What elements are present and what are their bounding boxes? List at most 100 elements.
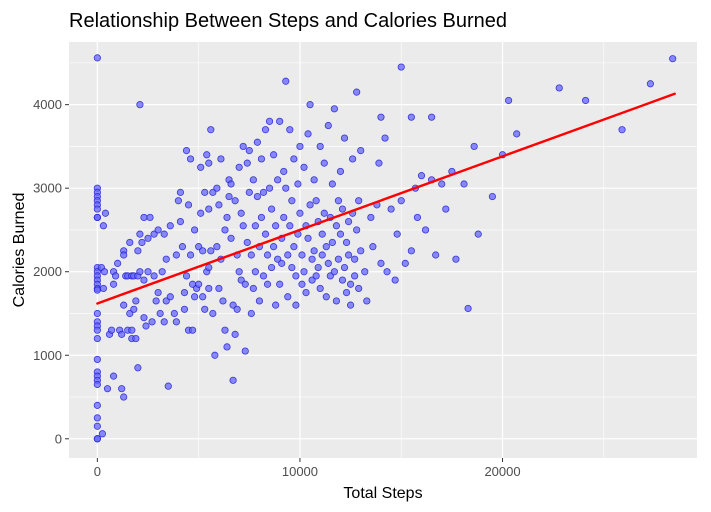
data-point (320, 159, 328, 167)
data-point (286, 126, 294, 134)
data-point (207, 247, 215, 255)
data-point (140, 276, 148, 284)
data-point (300, 268, 308, 276)
data-point (383, 268, 391, 276)
data-point (93, 54, 101, 62)
data-point (136, 230, 144, 238)
data-point (225, 192, 233, 201)
data-point (407, 113, 415, 121)
data-point (334, 197, 343, 205)
data-point (452, 255, 460, 263)
data-point (428, 113, 436, 121)
data-point (213, 243, 221, 251)
data-point (166, 293, 174, 301)
y-axis-ticks: 0 1000 2000 3000 4000 (33, 97, 69, 446)
data-point (261, 126, 270, 134)
data-point (182, 146, 191, 155)
data-point (197, 209, 205, 217)
data-point (170, 309, 178, 318)
data-point (267, 263, 276, 272)
data-point (120, 301, 128, 309)
data-point (152, 297, 160, 305)
data-point (243, 159, 251, 167)
data-point (229, 376, 237, 384)
data-point (253, 192, 261, 201)
data-point (101, 209, 110, 217)
data-point (93, 286, 101, 294)
data-point (342, 238, 351, 247)
data-point (367, 213, 375, 222)
data-point (109, 372, 118, 380)
data-point (180, 289, 189, 297)
data-point (292, 301, 300, 309)
data-point (249, 176, 257, 184)
data-point (488, 192, 496, 201)
data-point (247, 251, 255, 259)
data-point (375, 159, 383, 167)
data-point (361, 268, 369, 276)
data-point (221, 326, 229, 334)
data-point (286, 222, 294, 230)
data-point (205, 263, 213, 272)
data-point (233, 305, 241, 313)
data-point (413, 213, 422, 222)
data-point (144, 234, 152, 242)
data-point (310, 176, 318, 184)
data-point (304, 234, 312, 242)
data-point (513, 130, 521, 138)
data-point (140, 314, 148, 322)
data-point (265, 117, 274, 125)
data-point (98, 430, 107, 438)
data-point (346, 280, 355, 288)
data-point (302, 289, 310, 297)
data-point (191, 293, 199, 301)
data-point (235, 163, 243, 171)
data-point (555, 84, 563, 92)
data-point (130, 305, 138, 313)
data-point (316, 284, 324, 293)
y-axis-title: Calories Burned (11, 193, 28, 308)
plot-panel (69, 42, 697, 458)
data-point (221, 226, 229, 234)
data-point (393, 230, 401, 238)
data-point (160, 318, 168, 326)
data-point (336, 167, 345, 176)
data-point (245, 188, 253, 196)
data-point (148, 318, 156, 326)
data-point (136, 101, 144, 109)
data-point (397, 63, 405, 71)
data-point (140, 213, 148, 222)
data-point (442, 205, 450, 213)
data-point (134, 364, 142, 372)
data-point (215, 284, 223, 293)
data-point (377, 259, 385, 267)
data-point (93, 414, 101, 422)
data-point (306, 101, 314, 109)
data-point (334, 255, 343, 263)
data-point (353, 226, 361, 234)
data-point (351, 272, 359, 280)
data-point (290, 243, 298, 251)
data-point (132, 334, 140, 343)
x-tick-label: 10000 (282, 464, 318, 479)
data-point (300, 163, 308, 171)
data-point (176, 217, 185, 226)
data-point (377, 113, 385, 121)
data-point (282, 77, 290, 85)
data-point (209, 309, 217, 318)
data-point (156, 309, 164, 318)
data-point (146, 213, 154, 222)
data-point (310, 247, 318, 255)
data-point (126, 238, 134, 247)
trend-line (96, 92, 676, 305)
data-point (213, 184, 221, 192)
data-point (460, 180, 468, 188)
data-point (172, 251, 180, 259)
data-point (330, 105, 338, 113)
data-point (282, 184, 290, 192)
data-point (290, 155, 298, 163)
data-point (199, 293, 207, 301)
data-point (93, 355, 101, 364)
data-point (340, 263, 349, 272)
data-point (231, 330, 239, 338)
